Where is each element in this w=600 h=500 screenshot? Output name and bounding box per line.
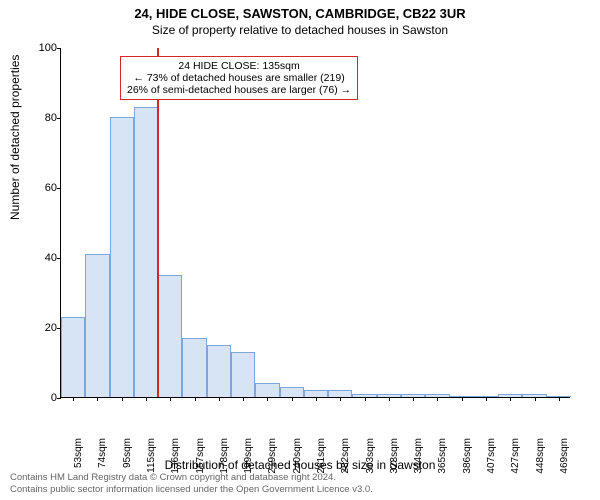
x-tick-mark (389, 397, 390, 401)
x-tick-mark (195, 397, 196, 401)
x-tick-mark (292, 397, 293, 401)
chart-container: 24, HIDE CLOSE, SAWSTON, CAMBRIDGE, CB22… (0, 0, 600, 500)
reference-line (157, 48, 159, 397)
y-tick-label: 80 (29, 112, 57, 124)
histogram-bar (255, 383, 279, 397)
y-tick-label: 0 (29, 392, 57, 404)
x-tick-mark (365, 397, 366, 401)
histogram-bar (158, 275, 182, 398)
histogram-bar (231, 352, 255, 398)
footer-attribution: Contains HM Land Registry data © Crown c… (10, 472, 373, 496)
infobox-line3: 26% of semi-detached houses are larger (… (127, 84, 351, 96)
y-tick-mark (57, 398, 61, 399)
reference-infobox: 24 HIDE CLOSE: 135sqm ← 73% of detached … (120, 56, 358, 100)
x-tick-mark (340, 397, 341, 401)
y-tick-mark (57, 258, 61, 259)
x-tick-mark (267, 397, 268, 401)
histogram-bar (280, 387, 304, 398)
x-tick-mark (437, 397, 438, 401)
y-tick-mark (57, 188, 61, 189)
x-tick-mark (97, 397, 98, 401)
x-tick-mark (559, 397, 560, 401)
histogram-bar (134, 107, 158, 398)
y-tick-label: 40 (29, 252, 57, 264)
chart-title: 24, HIDE CLOSE, SAWSTON, CAMBRIDGE, CB22… (0, 0, 600, 21)
y-tick-label: 100 (29, 42, 57, 54)
chart-area: 02040608010053sqm74sqm95sqm115sqm136sqm1… (60, 48, 570, 398)
histogram-bar (207, 345, 231, 398)
footer-line1: Contains HM Land Registry data © Crown c… (10, 472, 373, 484)
histogram-bar (85, 254, 109, 398)
y-tick-mark (57, 118, 61, 119)
x-tick-mark (316, 397, 317, 401)
x-tick-mark (243, 397, 244, 401)
histogram-bar (304, 390, 328, 397)
x-tick-mark (219, 397, 220, 401)
x-tick-mark (146, 397, 147, 401)
footer-line2: Contains public sector information licen… (10, 484, 373, 496)
chart-subtitle: Size of property relative to detached ho… (0, 21, 600, 37)
x-tick-mark (535, 397, 536, 401)
x-tick-mark (413, 397, 414, 401)
x-tick-mark (122, 397, 123, 401)
x-tick-mark (462, 397, 463, 401)
histogram-bar (328, 390, 352, 397)
histogram-bar (182, 338, 206, 398)
y-tick-mark (57, 48, 61, 49)
plot-area: 02040608010053sqm74sqm95sqm115sqm136sqm1… (60, 48, 570, 398)
y-tick-label: 60 (29, 182, 57, 194)
x-axis-label: Distribution of detached houses by size … (0, 458, 600, 472)
histogram-bar (110, 117, 134, 397)
x-tick-mark (170, 397, 171, 401)
x-tick-mark (486, 397, 487, 401)
x-tick-mark (73, 397, 74, 401)
x-tick-mark (510, 397, 511, 401)
y-axis-label: Number of detached properties (8, 55, 22, 220)
histogram-bar (61, 317, 85, 398)
infobox-line1: 24 HIDE CLOSE: 135sqm (127, 60, 351, 72)
y-tick-label: 20 (29, 322, 57, 334)
infobox-line2: ← 73% of detached houses are smaller (21… (127, 72, 351, 84)
